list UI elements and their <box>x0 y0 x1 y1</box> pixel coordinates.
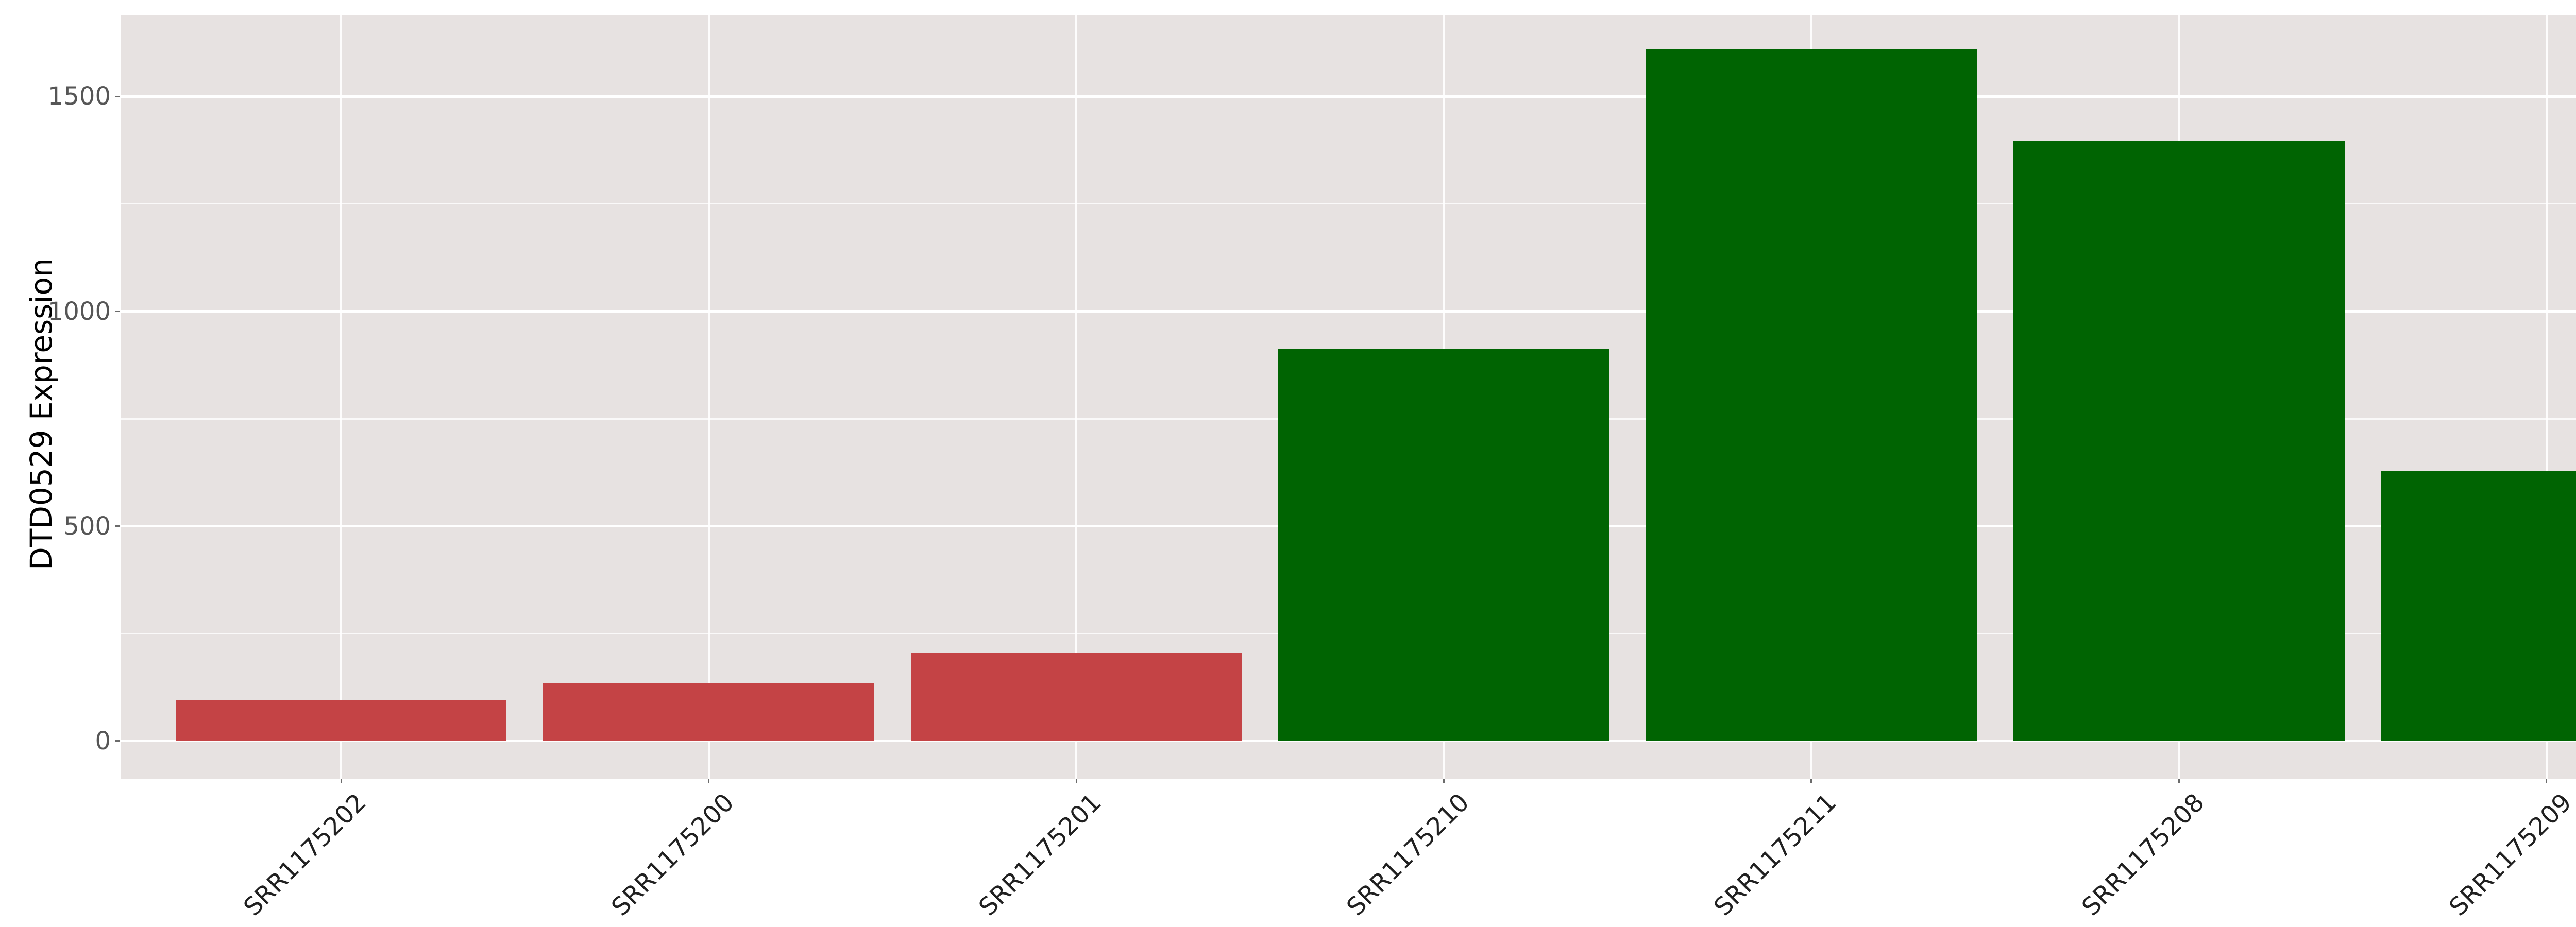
x-tick-label: SRR1175209 <box>2444 788 2576 922</box>
x-tick-mark <box>340 779 342 783</box>
bar-SRR1175201 <box>910 653 1242 741</box>
bar-SRR1175210 <box>1278 349 1609 741</box>
x-tick-label: SRR1175210 <box>1341 788 1475 922</box>
x-tick-mark <box>1075 779 1077 783</box>
x-tick-mark <box>2178 779 2180 783</box>
x-tick-label: SRR1175202 <box>238 788 372 922</box>
y-tick-mark <box>115 525 120 527</box>
y-tick-label: 0 <box>95 726 111 756</box>
x-gridline <box>707 15 710 779</box>
x-tick-mark <box>1443 779 1445 783</box>
bar-SRR1175209 <box>2381 471 2576 741</box>
y-gridline-minor <box>121 203 2576 205</box>
x-tick-label: SRR1175208 <box>2076 788 2210 922</box>
x-tick-label: SRR1175200 <box>605 788 740 922</box>
bar-SRR1175200 <box>543 682 874 741</box>
y-tick-label: 500 <box>63 511 111 541</box>
x-gridline <box>1075 15 1078 779</box>
y-tick-label: 1500 <box>47 82 111 111</box>
y-gridline-major <box>121 740 2576 743</box>
x-tick-label: SRR1175211 <box>1708 788 1842 922</box>
plot-area <box>121 15 2576 779</box>
y-gridline-major <box>121 95 2576 98</box>
x-tick-mark <box>1810 779 1812 783</box>
bar-SRR1175211 <box>1646 48 1977 741</box>
x-tick-label: SRR1175201 <box>973 788 1107 922</box>
y-tick-mark <box>115 95 120 97</box>
y-tick-label: 1000 <box>47 297 111 326</box>
x-gridline <box>2545 15 2548 779</box>
x-gridline <box>340 15 343 779</box>
y-tick-mark <box>115 311 120 313</box>
x-tick-mark <box>708 779 710 783</box>
x-tick-mark <box>2546 779 2548 783</box>
y-tick-mark <box>115 740 120 742</box>
bar-SRR1175208 <box>2013 140 2345 741</box>
bar-SRR1175202 <box>176 700 507 741</box>
y-gridline-major <box>121 310 2576 313</box>
